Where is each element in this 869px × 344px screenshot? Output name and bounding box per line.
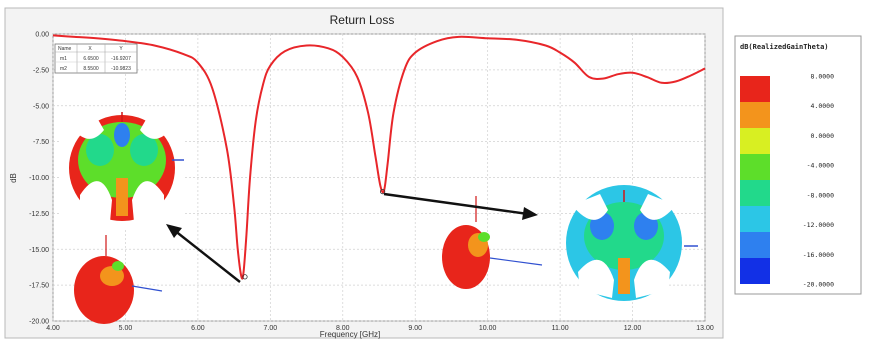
marker-point (242, 274, 248, 280)
colorbar-swatch (740, 102, 770, 128)
y-tick-label: -2.50 (33, 67, 49, 74)
colorbar-swatch (740, 258, 770, 284)
arrow-left (166, 224, 241, 283)
x-tick-label: 7.00 (264, 325, 278, 332)
y-tick-label: -17.50 (29, 283, 49, 290)
chart-title: Return Loss (330, 13, 395, 27)
y-tick-label: -5.00 (33, 103, 49, 110)
arrow-right (383, 192, 538, 220)
current-distribution-inset-left (60, 108, 184, 230)
y-tick-label: 0.00 (35, 32, 49, 39)
marker-m1-x: 6.6500 (83, 56, 99, 62)
radiation-pattern-inset-left (74, 235, 163, 324)
current-distribution-inset-right (566, 185, 698, 301)
colorbar-swatch (740, 76, 770, 102)
x-tick-labels: 4.00 5.00 6.00 7.00 8.00 9.00 10.00 11.00 12.00 1… (46, 325, 714, 332)
x-tick-label: 4.00 (46, 325, 60, 332)
x-tick-label: 11.00 (552, 325, 569, 332)
y-axis-label: dB (9, 173, 18, 183)
x-tick-label: 8.00 (336, 325, 350, 332)
colorbar-label: -8.0000 (807, 191, 834, 199)
colorbar-label: -12.0000 (803, 221, 834, 229)
x-tick-label: 10.00 (479, 325, 497, 332)
colorbar-label: 8.0000 (811, 73, 835, 81)
x-axis-label: Frequency [GHz] (320, 330, 380, 339)
y-tick-labels: 0.00 -2.50 -5.00 -7.50 -10.00 -12.50 -15.00 -17… (29, 32, 49, 326)
colorbar-swatch (740, 180, 770, 206)
colorbar-swatch (740, 206, 770, 232)
colorbar-label: -20.0000 (803, 281, 834, 289)
y-tick-label: -10.00 (29, 175, 49, 182)
y-tick-label: -7.50 (33, 139, 49, 146)
marker-table-header-name: Name (58, 46, 72, 52)
x-tick-label: 6.00 (191, 325, 205, 332)
marker-m2-y: -10.9823 (111, 66, 131, 72)
colorbar-title: dB(RealizedGainTheta) (740, 43, 829, 51)
y-tick-label: -20.00 (29, 319, 49, 326)
marker-m2-x: 8.5500 (83, 66, 99, 72)
radiation-pattern-inset-right (442, 196, 543, 289)
colorbar-label: -4.0000 (807, 162, 834, 170)
x-tick-label: 13.00 (696, 325, 714, 332)
x-tick-label: 5.00 (119, 325, 133, 332)
y-tick-label: -12.50 (29, 211, 49, 218)
colorbar-swatch (740, 154, 770, 180)
marker-m2-name: m2 (60, 66, 67, 72)
return-loss-curve (52, 34, 706, 280)
marker-m1-y: -16.9207 (111, 56, 131, 62)
marker-points (242, 188, 386, 280)
colorbar-swatch (740, 232, 770, 258)
colorbar-label: 4.0000 (811, 102, 835, 110)
y-tick-label: -15.00 (29, 247, 49, 254)
marker-table-header-y: Y (119, 46, 123, 52)
marker-table[interactable]: Name X Y m1 6.6500 -16.9207 m2 8.5500 -1… (54, 43, 138, 74)
x-tick-label: 12.00 (624, 325, 642, 332)
colorbar-legend: dB(RealizedGainTheta) 8.0000 4.0000 0.0000… (734, 35, 862, 295)
colorbar-label: 0.0000 (811, 132, 835, 140)
marker-point (380, 188, 386, 195)
colorbar-label: -16.0000 (803, 251, 834, 259)
marker-table-header-x: X (88, 46, 92, 52)
x-tick-label: 9.00 (408, 325, 422, 332)
colorbar-swatch (740, 128, 770, 154)
marker-m1-name: m1 (60, 56, 67, 62)
